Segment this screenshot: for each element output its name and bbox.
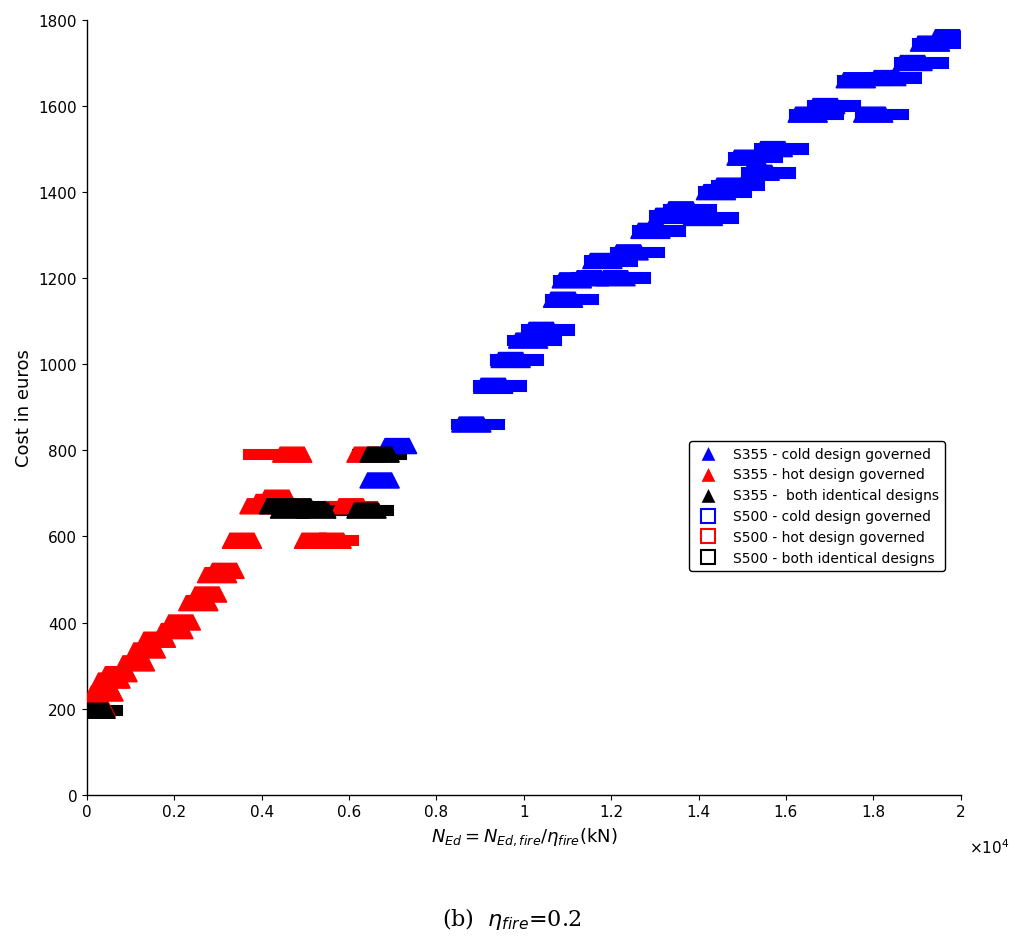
Text: (b)  $\eta_{fire}$=0.2: (b) $\eta_{fire}$=0.2 (442, 905, 582, 931)
Polygon shape (893, 57, 932, 72)
Polygon shape (683, 211, 723, 227)
Bar (554, 277, 607, 286)
Bar (664, 206, 716, 215)
Polygon shape (490, 353, 530, 368)
Polygon shape (249, 495, 288, 510)
Bar (490, 356, 544, 365)
Polygon shape (347, 503, 386, 518)
Bar (839, 76, 891, 86)
Polygon shape (332, 499, 371, 514)
Bar (290, 506, 342, 515)
Polygon shape (76, 701, 116, 716)
Bar (698, 188, 751, 197)
Bar (509, 337, 561, 346)
Polygon shape (259, 499, 299, 514)
Polygon shape (521, 323, 561, 338)
Polygon shape (569, 272, 609, 286)
Polygon shape (98, 666, 137, 682)
Polygon shape (91, 673, 130, 688)
Polygon shape (648, 209, 687, 224)
Bar (353, 450, 406, 460)
Polygon shape (753, 143, 793, 158)
Polygon shape (727, 151, 766, 166)
Bar (895, 59, 947, 69)
Legend: S355 - cold design governed, S355 - hot design governed, S355 -  both identical : S355 - cold design governed, S355 - hot … (689, 442, 945, 571)
Bar (912, 40, 965, 49)
Polygon shape (240, 499, 280, 514)
Y-axis label: Cost in euros: Cost in euros (15, 349, 33, 466)
Bar (791, 110, 843, 120)
Polygon shape (696, 185, 735, 200)
Bar (685, 214, 738, 224)
Polygon shape (295, 533, 334, 548)
Polygon shape (552, 274, 592, 289)
Bar (571, 274, 625, 283)
Text: $\times 10^4$: $\times 10^4$ (970, 837, 1010, 856)
Polygon shape (452, 417, 490, 432)
Polygon shape (198, 568, 237, 583)
Polygon shape (76, 703, 116, 718)
Bar (742, 169, 795, 178)
Polygon shape (187, 587, 226, 602)
X-axis label: $N_{Ed} = N_{Ed,fire}/\eta_{fire}$(kN): $N_{Ed} = N_{Ed,fire}/\eta_{fire}$(kN) (430, 825, 617, 847)
Polygon shape (136, 632, 175, 648)
Polygon shape (347, 447, 386, 463)
Polygon shape (740, 166, 779, 181)
Polygon shape (788, 108, 827, 123)
Bar (712, 182, 764, 192)
Bar (633, 227, 685, 236)
Polygon shape (297, 503, 336, 518)
Polygon shape (360, 447, 399, 463)
Polygon shape (257, 491, 297, 506)
Polygon shape (161, 615, 201, 631)
Bar (70, 706, 122, 716)
Bar (305, 536, 357, 546)
Polygon shape (473, 379, 513, 394)
Polygon shape (178, 596, 218, 611)
Polygon shape (84, 686, 123, 701)
Bar (325, 502, 378, 512)
Polygon shape (609, 245, 648, 261)
Bar (521, 326, 574, 335)
Polygon shape (154, 624, 194, 639)
Polygon shape (509, 334, 548, 348)
Bar (598, 274, 650, 283)
Bar (611, 248, 664, 258)
Bar (808, 102, 860, 111)
Bar (856, 110, 908, 120)
Bar (869, 75, 922, 84)
Polygon shape (596, 272, 635, 286)
Polygon shape (126, 643, 166, 658)
Polygon shape (280, 499, 318, 514)
Polygon shape (583, 254, 622, 269)
Polygon shape (866, 72, 906, 87)
Bar (244, 450, 297, 460)
Polygon shape (312, 533, 351, 548)
Polygon shape (854, 108, 893, 123)
Polygon shape (662, 203, 700, 218)
Polygon shape (270, 503, 309, 518)
Polygon shape (710, 179, 749, 194)
Polygon shape (116, 656, 155, 671)
Polygon shape (837, 74, 876, 89)
Polygon shape (544, 293, 583, 308)
Polygon shape (272, 447, 312, 463)
Bar (340, 506, 392, 515)
Bar (452, 420, 504, 430)
Polygon shape (205, 564, 244, 579)
Polygon shape (910, 37, 949, 52)
Polygon shape (928, 30, 967, 45)
Polygon shape (378, 439, 417, 454)
Bar (650, 211, 702, 221)
Bar (585, 257, 637, 266)
Bar (756, 145, 808, 155)
Polygon shape (360, 474, 399, 488)
Polygon shape (631, 224, 670, 239)
Bar (729, 154, 781, 163)
Bar (473, 381, 526, 391)
Bar (272, 502, 325, 512)
Bar (546, 295, 598, 305)
Polygon shape (222, 533, 262, 548)
Polygon shape (806, 99, 845, 114)
